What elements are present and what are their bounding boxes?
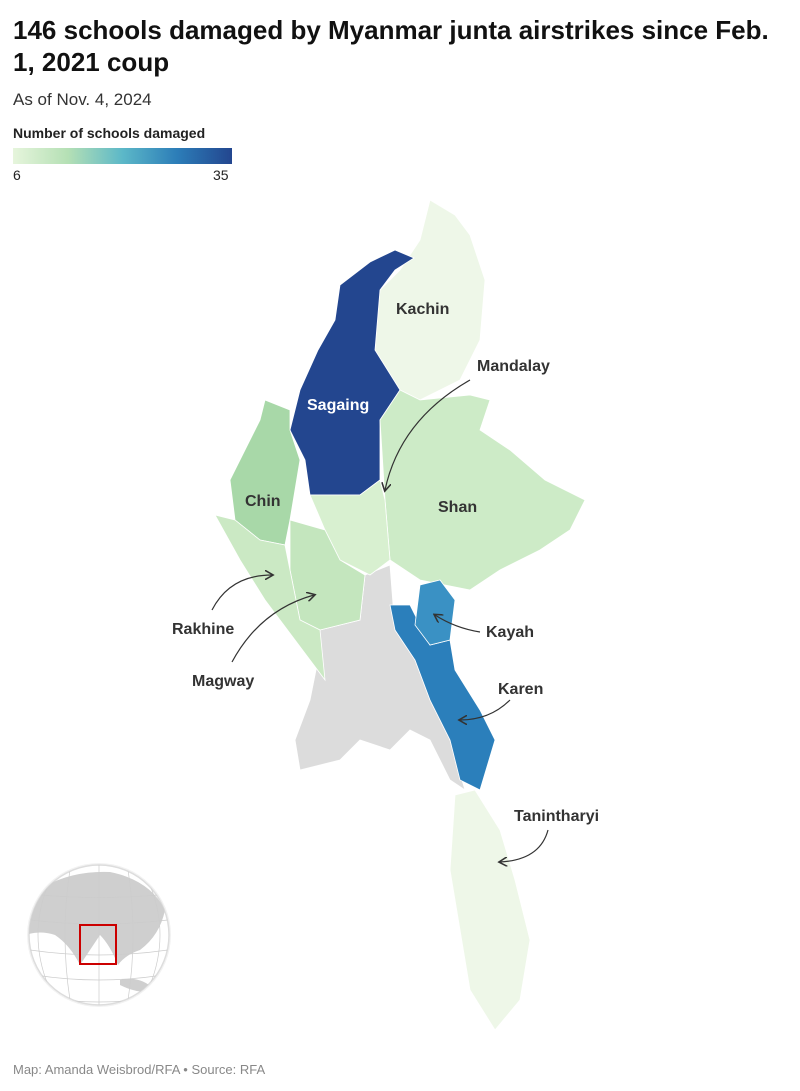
label-karen: Karen (498, 681, 543, 698)
subtitle: As of Nov. 4, 2024 (13, 90, 152, 109)
region-shan[interactable] (379, 389, 586, 591)
label-tanintharyi: Tanintharyi (514, 808, 599, 825)
label-shan: Shan (438, 499, 477, 516)
label-kachin: Kachin (396, 301, 449, 318)
label-mandalay: Mandalay (477, 358, 550, 375)
region-chin[interactable] (229, 399, 301, 546)
label-magway: Magway (192, 673, 254, 690)
region-kachin[interactable] (374, 199, 486, 401)
locator-highlight (79, 924, 117, 965)
label-rakhine: Rakhine (172, 621, 234, 638)
label-kayah: Kayah (486, 624, 534, 641)
locator-globe (27, 863, 171, 1007)
arrow-tanintharyi (500, 829, 549, 862)
region-rakhine[interactable] (214, 514, 326, 682)
arrow-rakhine (211, 575, 272, 611)
chart-title: 146 schools damaged by Myanmar junta air… (13, 15, 769, 77)
region-no-data (294, 564, 466, 791)
arrow-mandalay (385, 379, 471, 490)
region-sagaing[interactable] (289, 249, 415, 496)
legend-max: 35 (213, 167, 229, 183)
legend-min: 6 (13, 167, 21, 183)
region-kayah[interactable] (414, 579, 456, 646)
region-tanintharyi[interactable] (449, 789, 531, 1031)
label-chin: Chin (245, 493, 281, 510)
legend-title: Number of schools damaged (13, 125, 206, 141)
arrow-magway (231, 595, 314, 663)
credits: Map: Amanda Weisbrod/RFA • Source: RFA (13, 1062, 266, 1077)
arrow-kayah (435, 615, 481, 633)
legend-color-scale (13, 148, 232, 164)
arrow-karen (460, 699, 511, 720)
label-sagaing: Sagaing (307, 397, 369, 414)
